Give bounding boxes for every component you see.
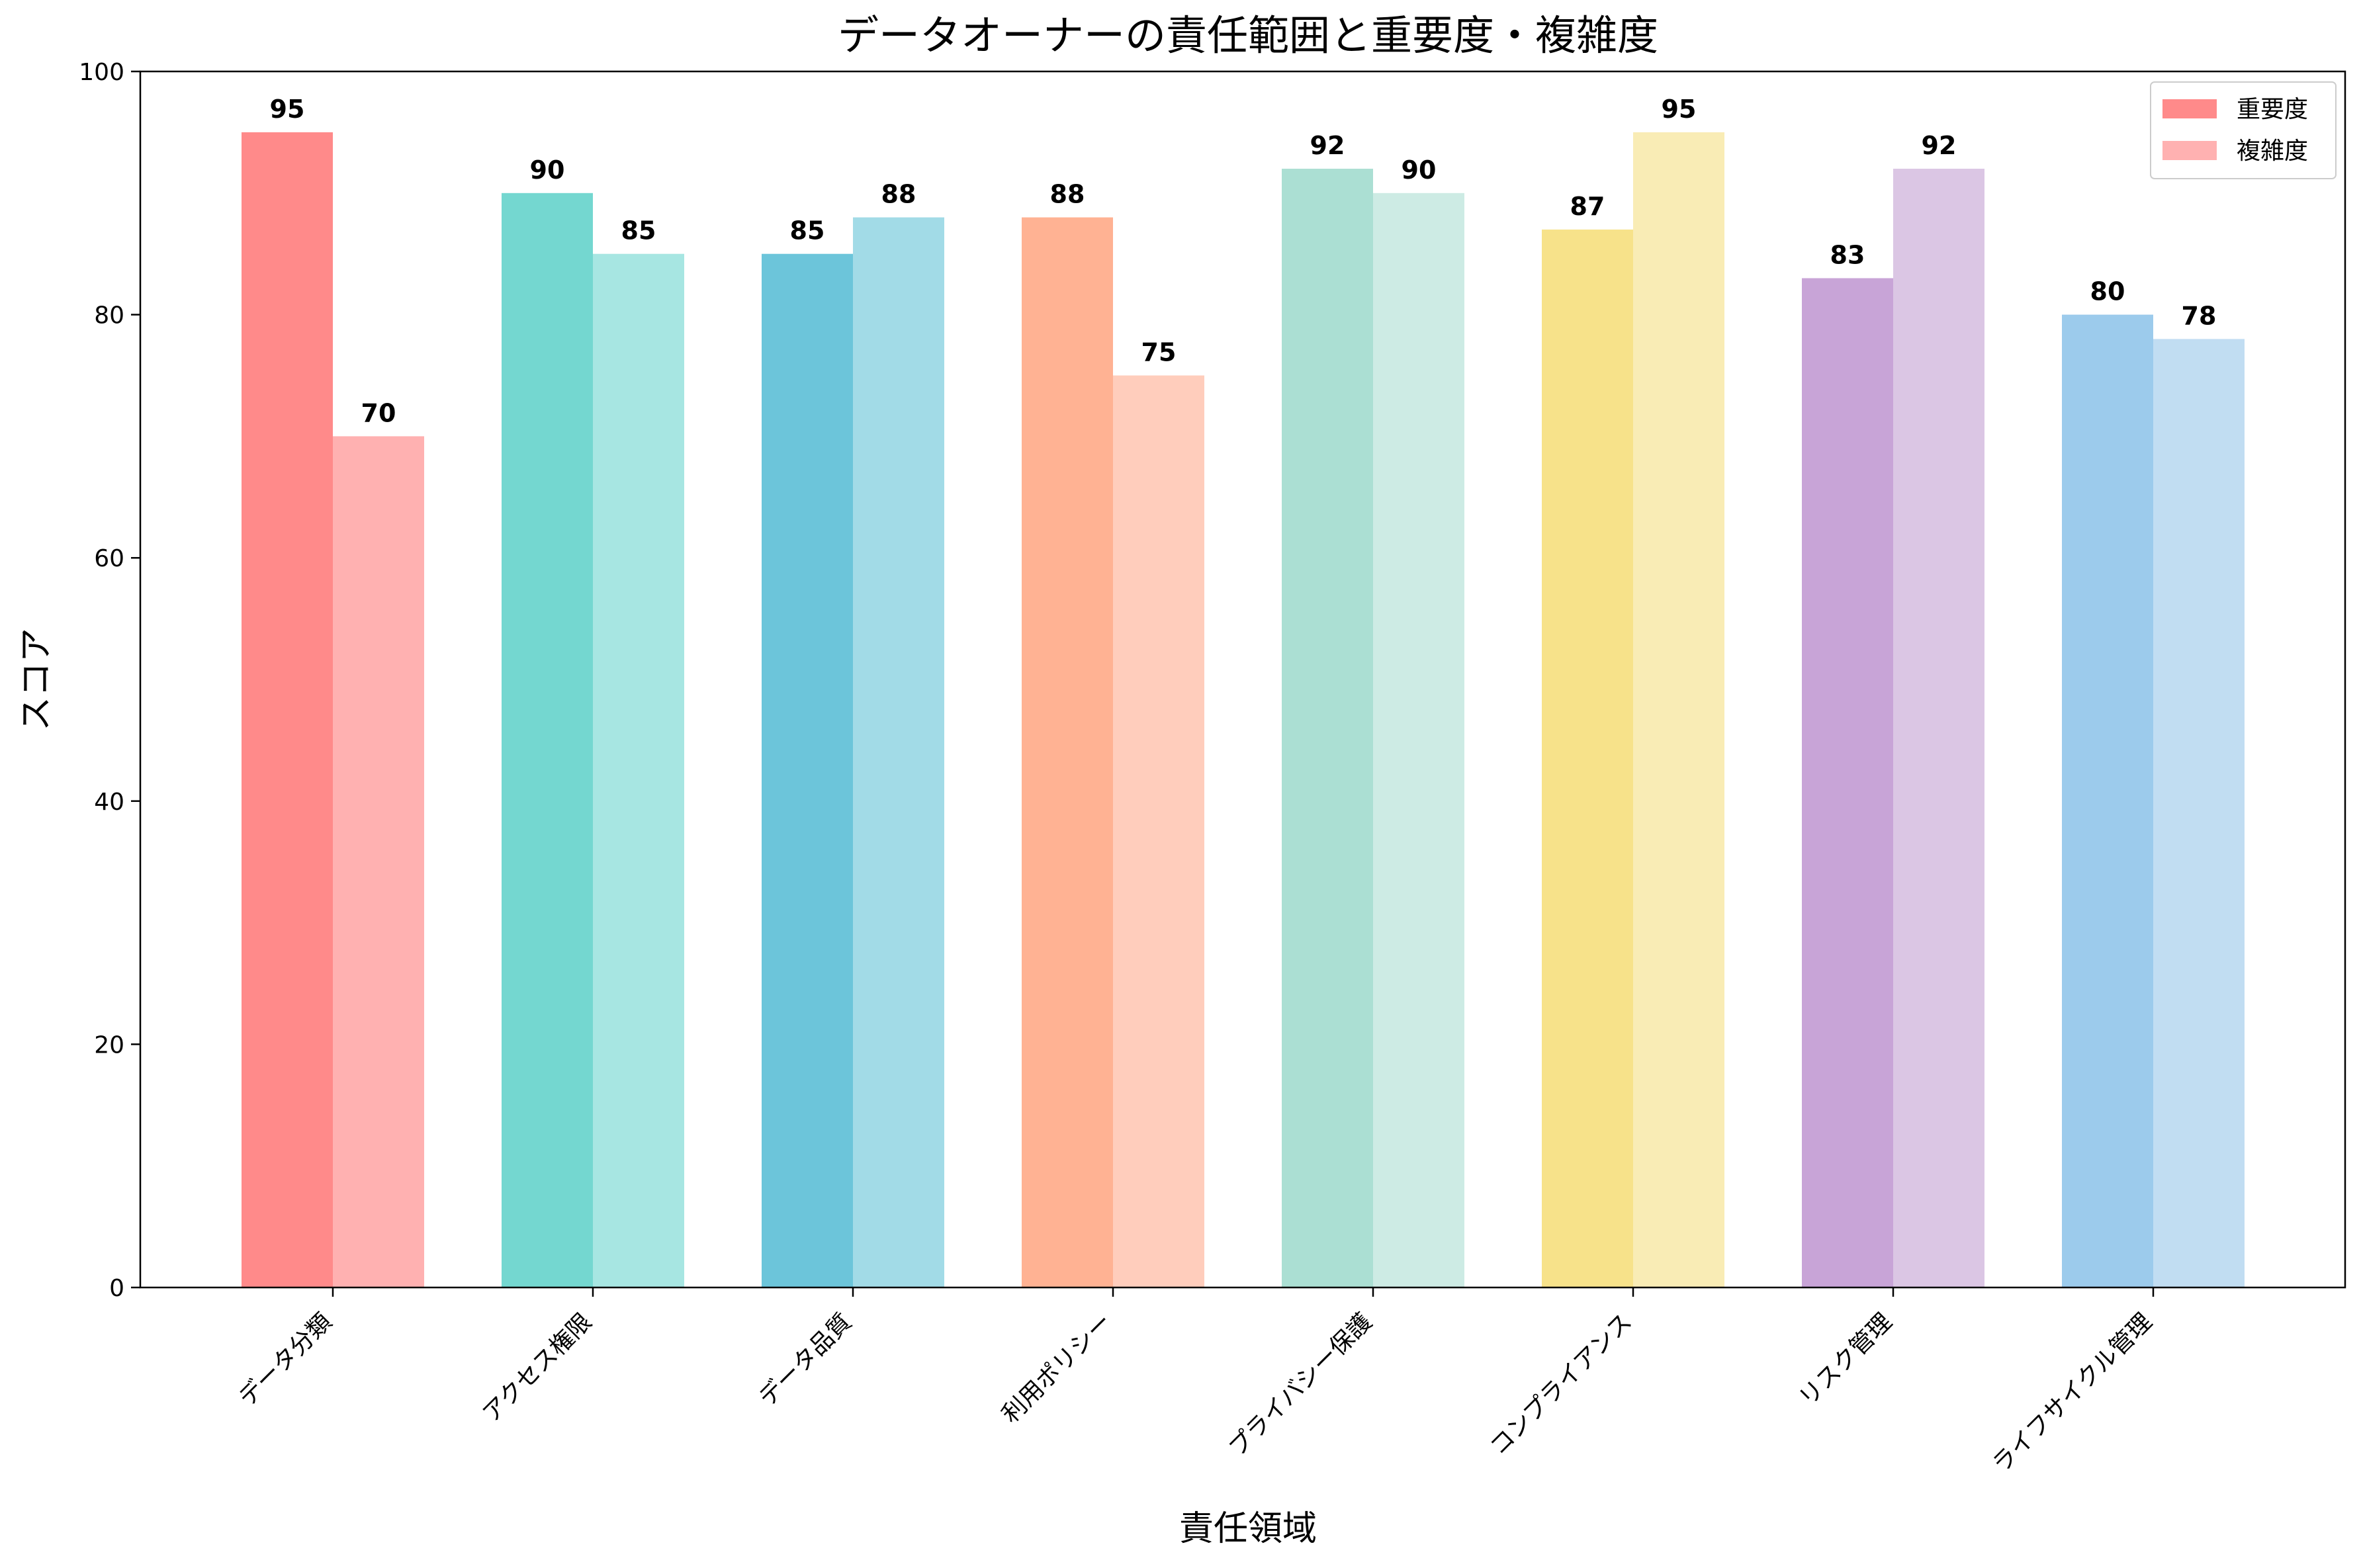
- bar-importance-5: [1542, 229, 1633, 1288]
- legend-label-complexity: 複雑度: [2237, 138, 2308, 165]
- x-tick-label-1: アクセス権限: [478, 1308, 597, 1427]
- value-label-complexity-1: 85: [621, 216, 656, 245]
- x-tick-label-3: 利用ポリシー: [997, 1308, 1118, 1428]
- plot-area-frame: [139, 70, 2346, 1289]
- bar-complexity-5: [1633, 132, 1724, 1287]
- bar-complexity-2: [853, 217, 944, 1287]
- x-tick-label-2: データ品質: [754, 1308, 857, 1411]
- legend-label-importance: 重要度: [2237, 96, 2308, 123]
- y-tick-label-4: 80: [94, 302, 124, 329]
- value-label-complexity-6: 92: [1922, 131, 1957, 160]
- bar-importance-3: [1022, 217, 1113, 1287]
- value-label-importance-1: 90: [530, 155, 565, 185]
- x-tick-label-4: プライバシー保護: [1224, 1308, 1377, 1461]
- bar-complexity-0: [333, 436, 424, 1287]
- value-label-importance-4: 92: [1310, 131, 1345, 160]
- x-tick-label-7: ライフサイクル管理: [1988, 1308, 2158, 1478]
- bar-complexity-4: [1373, 193, 1464, 1287]
- bar-complexity-6: [1893, 169, 1984, 1287]
- value-label-importance-7: 80: [2090, 277, 2125, 306]
- y-tick-label-2: 40: [94, 789, 124, 816]
- value-label-complexity-4: 90: [1402, 155, 1437, 185]
- legend: 重要度 複雑度: [2150, 81, 2337, 179]
- value-label-complexity-7: 78: [2182, 301, 2217, 330]
- bar-complexity-1: [593, 253, 684, 1288]
- y-tick-label-5: 100: [79, 59, 124, 86]
- bar-importance-6: [1802, 278, 1893, 1288]
- bars-layer: [242, 132, 2245, 1288]
- value-label-importance-6: 83: [1830, 240, 1865, 269]
- y-tick-label-1: 20: [94, 1031, 124, 1059]
- y-tick-label-0: 0: [109, 1275, 124, 1302]
- bar-importance-0: [242, 132, 333, 1287]
- legend-swatch-complexity: [2162, 141, 2217, 160]
- bar-complexity-7: [2153, 339, 2245, 1287]
- bar-importance-2: [762, 253, 853, 1288]
- value-label-importance-2: 85: [790, 216, 825, 245]
- x-tick-label-0: データ分類: [234, 1308, 337, 1411]
- x-tick-label-6: リスク管理: [1794, 1308, 1897, 1411]
- chart-title: データオーナーの責任範囲と重要度・複雑度: [838, 11, 1658, 60]
- value-label-complexity-3: 75: [1141, 338, 1177, 367]
- value-label-complexity-2: 88: [881, 180, 916, 209]
- value-label-complexity-0: 70: [361, 398, 396, 427]
- value-label-importance-5: 87: [1570, 192, 1605, 221]
- bar-importance-1: [502, 193, 593, 1287]
- x-axis-title: 責任領域: [1179, 1509, 1317, 1549]
- y-tick-label-3: 60: [94, 545, 124, 572]
- y-axis: 0 20 40 60 80 100: [79, 59, 140, 1302]
- value-label-importance-3: 88: [1050, 180, 1085, 209]
- bar-importance-7: [2062, 314, 2153, 1288]
- x-axis: データ分類 アクセス権限 データ品質 利用ポリシー プライバシー保護 コンプライアンス リス…: [234, 1287, 2157, 1478]
- y-axis-title: スコア: [17, 628, 56, 731]
- value-label-complexity-5: 95: [1662, 95, 1697, 124]
- value-label-importance-0: 95: [270, 95, 305, 124]
- bar-importance-4: [1282, 169, 1373, 1287]
- bar-complexity-3: [1113, 375, 1204, 1287]
- legend-swatch-importance: [2162, 99, 2217, 118]
- value-labels-layer: 95 70 90 85 85 88 88 75 92 90 87 95 83 92 80 78: [270, 95, 2217, 428]
- x-tick-label-5: コンプライアンス: [1485, 1308, 1637, 1460]
